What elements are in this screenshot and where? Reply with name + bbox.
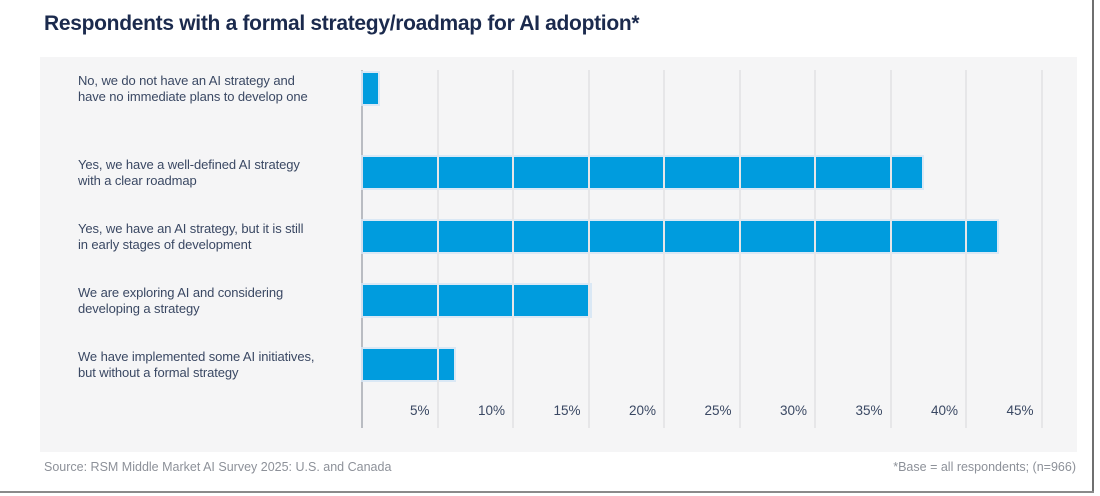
category-label-line: We are exploring AI and considering — [78, 285, 284, 300]
frame-border-bottom — [0, 491, 1094, 493]
bar-exploring-ai — [363, 285, 590, 316]
category-label-line: Yes, we have an AI strategy, but it is s… — [78, 221, 304, 236]
category-label: Yes, we have an AI strategy, but it is s… — [78, 205, 370, 269]
category-label-line: in early stages of development — [78, 237, 252, 252]
base-note: *Base = all respondents; (n=966) — [893, 460, 1076, 474]
x-gridline — [1040, 70, 1043, 428]
category-label-line: have no immediate plans to develop one — [78, 89, 308, 104]
category-label: We are exploring AI and considering deve… — [78, 269, 370, 333]
bar-well-defined-strategy — [363, 157, 922, 188]
chart-panel: Yes, we have a well-defined AI strategy … — [40, 57, 1077, 452]
bar-row: Yes, we have an AI strategy, but it is s… — [40, 205, 1077, 269]
bar-early-stage-strategy — [363, 221, 997, 252]
x-tick-label: 5% — [409, 403, 430, 418]
x-tick-label: 10% — [477, 403, 505, 418]
frame-border-right — [1092, 0, 1094, 493]
x-gridline — [587, 70, 590, 428]
x-gridline — [512, 70, 514, 428]
bar-row: No, we do not have an AI strategy and ha… — [40, 57, 1077, 121]
category-label-line: with a clear roadmap — [78, 173, 197, 188]
bar-no-formal-strategy — [363, 349, 454, 380]
x-gridline — [663, 70, 665, 428]
chart-title: Respondents with a formal strategy/roadm… — [44, 12, 640, 35]
x-tick-label: 15% — [553, 403, 581, 418]
category-label-line: We have implemented some AI initiatives, — [78, 349, 315, 364]
y-axis-line — [361, 70, 363, 428]
x-gridline — [738, 70, 741, 428]
bar-row: Yes, we have a well-defined AI strategy … — [40, 141, 1077, 205]
x-gridline — [814, 70, 816, 428]
category-label-line: Yes, we have a well-defined AI strategy — [78, 157, 300, 172]
category-label: We have implemented some AI initiatives,… — [78, 333, 370, 397]
x-tick-label: 25% — [704, 403, 732, 418]
x-tick-label: 20% — [628, 403, 656, 418]
category-label-line: No, we do not have an AI strategy and — [78, 73, 295, 88]
x-gridline — [965, 70, 967, 428]
category-label-line: developing a strategy — [78, 301, 200, 316]
category-label: No, we do not have an AI strategy and ha… — [78, 57, 370, 121]
bar-row: We have implemented some AI initiatives,… — [40, 333, 1077, 397]
bar-row: We are exploring AI and considering deve… — [40, 269, 1077, 333]
x-gridline — [436, 70, 439, 428]
category-label: Yes, we have a well-defined AI strategy … — [78, 141, 370, 205]
x-tick-label: 35% — [855, 403, 883, 418]
x-tick-label: 40% — [930, 403, 958, 418]
x-tick-label: 30% — [779, 403, 807, 418]
source-note: Source: RSM Middle Market AI Survey 2025… — [44, 460, 392, 474]
x-tick-label: 45% — [1006, 403, 1034, 418]
category-label-line: but without a formal strategy — [78, 365, 239, 380]
x-gridline — [889, 70, 892, 428]
bar-no-strategy-no-plans — [363, 73, 378, 104]
